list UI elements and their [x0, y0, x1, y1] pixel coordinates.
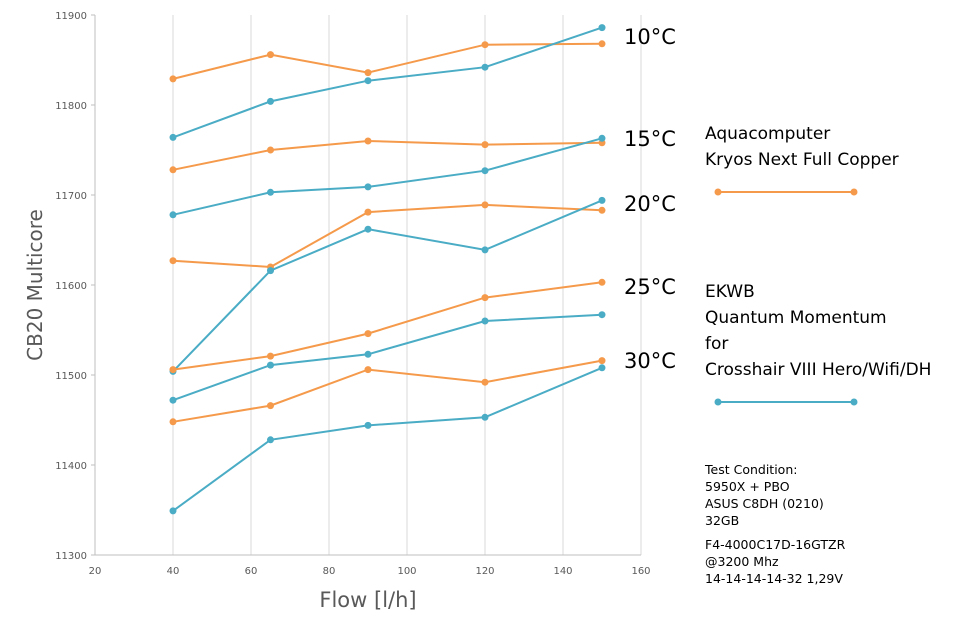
data-point-aquacomputer — [481, 294, 489, 302]
data-point-aquacomputer — [364, 330, 372, 338]
legend-line-aquacomputer-marker — [850, 188, 858, 196]
y-tick-label: 11600 — [55, 281, 87, 292]
y-tick-label: 11400 — [55, 461, 87, 472]
series-line-ekwb — [172, 366, 603, 512]
data-point-ekwb — [481, 413, 489, 421]
data-point-ekwb — [364, 77, 372, 85]
data-point-ekwb — [598, 196, 606, 204]
data-point-ekwb — [267, 188, 274, 196]
data-point-aquacomputer — [481, 141, 489, 149]
cond-ram: 32GB — [705, 513, 740, 528]
y-tick-label: 11800 — [55, 101, 87, 112]
data-point-aquacomputer — [598, 278, 606, 286]
legend-ekwb-line3: for — [705, 334, 729, 354]
y-axis-title: CB20 Multicore — [23, 209, 47, 361]
cond-ram-timings: 14-14-14-14-32 1,29V — [705, 571, 843, 586]
series-line-ekwb — [172, 137, 603, 216]
data-point-aquacomputer — [481, 201, 489, 209]
y-tick-label: 11700 — [55, 191, 87, 202]
data-point-ekwb — [267, 267, 274, 275]
data-point-ekwb — [169, 507, 177, 515]
data-point-ekwb — [481, 63, 489, 71]
series-line-aquacomputer — [172, 359, 603, 423]
test-condition-block: Test Condition: 5950X + PBO ASUS C8DH (0… — [705, 461, 845, 587]
data-point-ekwb — [364, 350, 372, 358]
data-point-aquacomputer — [169, 418, 177, 426]
data-point-aquacomputer — [169, 75, 177, 83]
data-point-ekwb — [598, 134, 606, 142]
data-point-ekwb — [267, 97, 274, 105]
data-point-ekwb — [364, 225, 372, 233]
cond-ram-speed: @3200 Mhz — [705, 554, 779, 569]
data-point-ekwb — [481, 167, 489, 175]
data-point-ekwb — [267, 436, 274, 444]
temp-label-25: 25°C — [624, 275, 676, 299]
legend-line-aquacomputer-marker — [714, 188, 722, 196]
series-line-ekwb — [172, 199, 603, 373]
data-point-aquacomputer — [267, 352, 274, 360]
data-point-aquacomputer — [364, 366, 372, 374]
data-point-ekwb — [364, 421, 372, 429]
y-tick-label: 11900 — [55, 11, 87, 22]
data-point-aquacomputer — [598, 206, 606, 214]
data-point-aquacomputer — [481, 378, 489, 386]
data-point-ekwb — [169, 211, 177, 219]
data-point-aquacomputer — [364, 69, 372, 77]
temp-label-30: 30°C — [624, 349, 676, 373]
data-point-ekwb — [169, 133, 177, 141]
data-point-aquacomputer — [598, 40, 606, 48]
cond-cpu: 5950X + PBO — [705, 479, 790, 494]
cond-title: Test Condition: — [705, 462, 798, 477]
legend-ekwb-line1: EKWB — [705, 282, 755, 302]
x-tick-label: 60 — [245, 566, 258, 577]
legend-ekwb-line4: Crosshair VIII Hero/Wifi/DH — [705, 360, 932, 380]
data-point-aquacomputer — [169, 366, 177, 374]
x-axis-title: Flow [l/h] — [319, 588, 416, 612]
series-line-aquacomputer — [172, 281, 603, 371]
x-tick-label: 100 — [397, 566, 416, 577]
legend-aqua-line2: Kryos Next Full Copper — [705, 150, 899, 170]
legend-ekwb-line2: Quantum Momentum — [705, 308, 887, 328]
y-tick-label: 11500 — [55, 371, 87, 382]
x-tick-label: 80 — [323, 566, 336, 577]
temp-label-15: 15°C — [624, 127, 676, 151]
x-tick-label: 40 — [167, 566, 180, 577]
data-point-ekwb — [169, 396, 177, 404]
cond-board: ASUS C8DH (0210) — [705, 496, 824, 511]
legend-line-ekwb-marker — [714, 398, 722, 406]
data-point-aquacomputer — [267, 402, 274, 410]
data-point-aquacomputer — [481, 41, 489, 49]
legend-aqua-line1: Aquacomputer — [705, 124, 831, 144]
data-point-ekwb — [481, 317, 489, 325]
data-point-aquacomputer — [169, 166, 177, 174]
x-tick-label: 20 — [89, 566, 102, 577]
data-point-ekwb — [481, 246, 489, 254]
x-tick-label: 160 — [631, 566, 650, 577]
data-point-aquacomputer — [267, 146, 274, 154]
y-tick-label: 11300 — [55, 551, 87, 562]
data-point-ekwb — [364, 183, 372, 191]
series-line-aquacomputer — [172, 203, 603, 269]
data-point-aquacomputer — [598, 357, 606, 365]
temp-label-20: 20°C — [624, 192, 676, 216]
data-point-aquacomputer — [169, 257, 177, 265]
data-point-aquacomputer — [364, 208, 372, 216]
legend-aquacomputer: Aquacomputer Kryos Next Full Copper — [705, 121, 899, 173]
legend-ekwb: EKWB Quantum Momentum for Crosshair VIII… — [705, 279, 931, 383]
data-point-aquacomputer — [364, 137, 372, 145]
data-point-ekwb — [598, 24, 606, 32]
cond-ram-model: F4-4000C17D-16GTZR — [705, 537, 846, 552]
temp-label-10: 10°C — [624, 25, 676, 49]
x-tick-label: 140 — [553, 566, 572, 577]
data-point-ekwb — [598, 364, 606, 372]
legend-line-ekwb-marker — [850, 398, 858, 406]
x-tick-label: 120 — [475, 566, 494, 577]
data-point-aquacomputer — [267, 51, 274, 59]
data-point-ekwb — [598, 311, 606, 319]
data-point-ekwb — [267, 361, 274, 369]
